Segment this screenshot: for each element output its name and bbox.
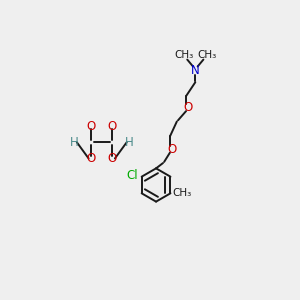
Text: O: O — [183, 101, 192, 114]
Text: N: N — [191, 64, 200, 77]
Text: O: O — [107, 152, 117, 165]
Text: O: O — [87, 120, 96, 133]
Text: Cl: Cl — [126, 169, 138, 182]
Text: CH₃: CH₃ — [174, 50, 194, 60]
Text: H: H — [70, 136, 78, 149]
Text: CH₃: CH₃ — [173, 188, 192, 198]
Text: CH₃: CH₃ — [197, 50, 217, 60]
Text: O: O — [87, 152, 96, 165]
Text: H: H — [125, 136, 134, 149]
Text: O: O — [167, 143, 176, 156]
Text: O: O — [107, 120, 117, 133]
